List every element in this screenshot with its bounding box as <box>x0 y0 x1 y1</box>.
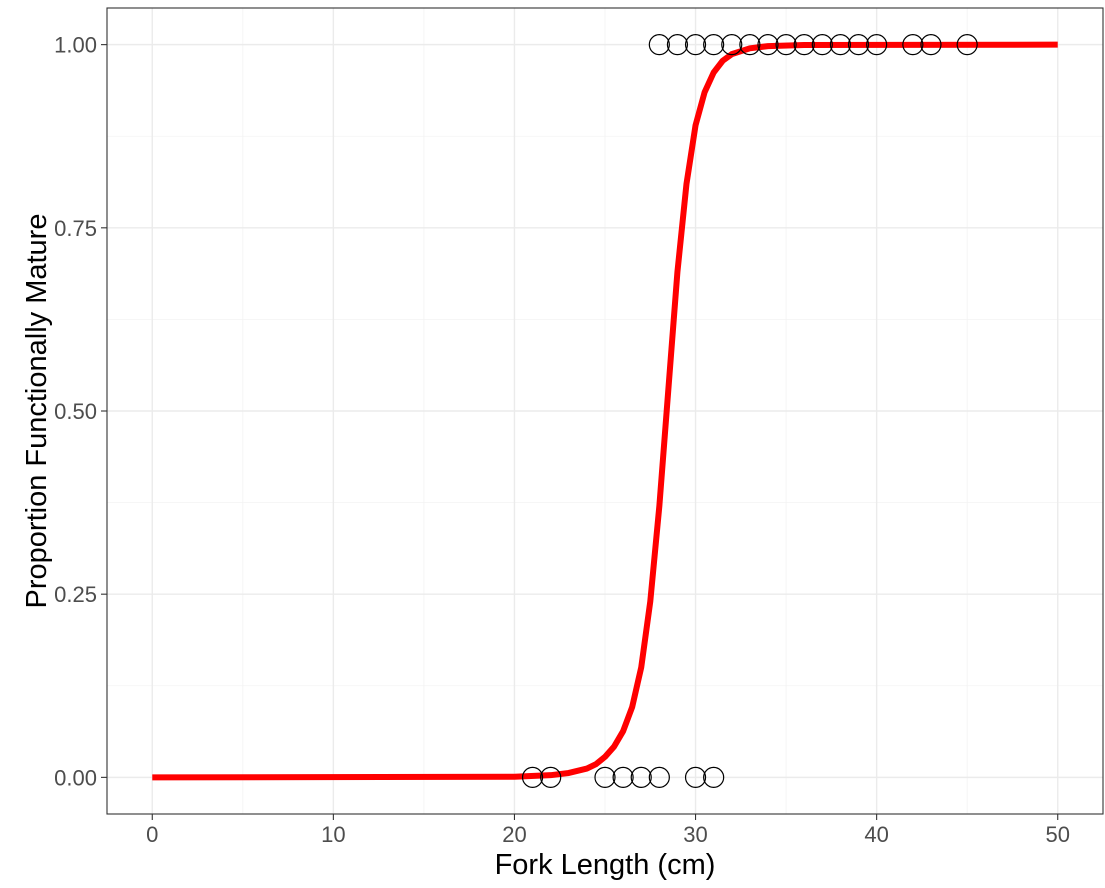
data-point <box>847 34 870 56</box>
data-point <box>902 34 924 56</box>
y-tick-label: 1.00 <box>54 33 97 58</box>
x-axis-title: Fork Length (cm) <box>495 849 716 881</box>
x-tick-label: 50 <box>1045 822 1069 847</box>
data-point <box>648 34 670 56</box>
data-point <box>956 34 978 56</box>
data-point <box>648 766 670 788</box>
data-point <box>521 766 544 788</box>
data-point <box>866 34 888 56</box>
x-tick-label: 10 <box>321 822 345 847</box>
data-point <box>811 34 833 56</box>
data-points-layer <box>521 34 978 788</box>
data-point <box>703 766 725 788</box>
y-tick-label: 0.75 <box>54 216 97 241</box>
data-point <box>666 34 689 56</box>
data-point <box>757 34 779 56</box>
data-point <box>721 34 743 56</box>
data-point <box>540 766 562 788</box>
data-point <box>684 34 707 56</box>
data-point <box>594 766 616 788</box>
data-point <box>775 34 797 56</box>
data-point <box>684 766 707 788</box>
x-axis-ticks: 0 10 20 30 40 50 <box>146 814 1070 847</box>
data-point <box>829 34 852 56</box>
y-tick-label: 0.25 <box>54 582 97 607</box>
y-axis-title: Proportion Functionally Mature <box>21 214 53 609</box>
x-tick-label: 30 <box>683 822 707 847</box>
data-point <box>630 766 652 788</box>
major-gridlines <box>107 8 1103 814</box>
x-tick-label: 20 <box>502 822 526 847</box>
data-point <box>793 34 815 56</box>
data-point <box>739 34 761 56</box>
y-tick-label: 0.50 <box>54 399 97 424</box>
y-tick-label: 0.00 <box>54 765 97 790</box>
x-tick-label: 0 <box>146 822 158 847</box>
y-axis-ticks: 0.00 0.25 0.50 0.75 1.00 <box>54 33 107 790</box>
x-tick-label: 40 <box>864 822 888 847</box>
data-point <box>612 766 634 788</box>
data-point <box>703 34 725 56</box>
data-point <box>920 34 942 56</box>
